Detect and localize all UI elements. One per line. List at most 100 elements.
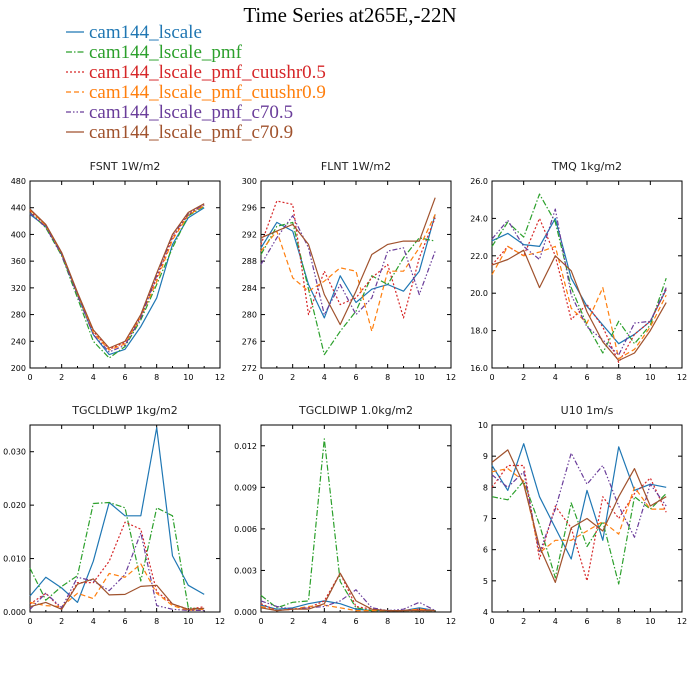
y-tick-label-6-0: 4 xyxy=(483,608,488,617)
series-line-1-1 xyxy=(29,207,205,356)
panel-6: U10 1m/s 0 2 4 6 8 10 12 4 5 6 7 8 9 10 xyxy=(478,404,687,626)
x-tick-label-4-4: 8 xyxy=(154,617,159,626)
plot-frame-5 xyxy=(260,424,452,613)
x-tick-label-5-6: 12 xyxy=(446,617,456,626)
x-tick-label-2-1: 2 xyxy=(290,373,295,382)
series-line-2-5 xyxy=(260,215,436,316)
y-tick-label-5-2: 0.006 xyxy=(234,525,257,534)
y-tick-label-3-5: 26.0 xyxy=(470,177,488,186)
series-line-1-2 xyxy=(29,205,205,359)
plot-frame-1 xyxy=(29,180,221,369)
series-line-5-6 xyxy=(260,572,436,612)
panel-title-1: FSNT 1W/m2 xyxy=(90,160,161,173)
x-tick-label-6-3: 6 xyxy=(584,617,589,626)
legend: cam144_lscalecam144_lscale_pmfcam144_lsc… xyxy=(66,22,326,143)
x-tick-label-6-2: 4 xyxy=(553,617,558,626)
series-line-5-5 xyxy=(260,589,436,612)
x-tick-label-2-0: 0 xyxy=(258,373,263,382)
y-tick-label-1-6: 440 xyxy=(11,204,26,213)
y-tick-label-3-4: 24.0 xyxy=(470,214,488,223)
series-line-5-3 xyxy=(260,572,436,612)
figure-title: Time Series at265E,-22N xyxy=(243,3,456,27)
y-tick-label-2-0: 272 xyxy=(242,364,257,373)
series-line-2-6 xyxy=(260,197,436,326)
y-tick-label-5-4: 0.012 xyxy=(234,442,257,451)
y-tick-label-3-3: 22.0 xyxy=(470,252,488,261)
series-line-4-5 xyxy=(29,532,205,612)
y-tick-label-2-4: 288 xyxy=(242,257,257,266)
plot-frame-3 xyxy=(491,180,683,369)
legend-label-5: cam144_lscale_pmf_c70.5 xyxy=(89,102,293,123)
x-tick-label-5-0: 0 xyxy=(258,617,263,626)
series-line-3-5 xyxy=(491,208,667,356)
series-line-3-3 xyxy=(491,217,667,363)
x-tick-label-3-2: 4 xyxy=(553,373,558,382)
x-tick-label-4-2: 4 xyxy=(91,617,96,626)
legend-label-2: cam144_lscale_pmf xyxy=(89,42,243,63)
y-tick-label-6-2: 6 xyxy=(483,546,488,555)
series-line-1-5 xyxy=(29,203,205,353)
x-tick-label-3-1: 2 xyxy=(521,373,526,382)
x-tick-label-1-0: 0 xyxy=(27,373,32,382)
series-line-4-1 xyxy=(29,427,205,604)
legend-label-6: cam144_lscale_pmf_c70.9 xyxy=(89,122,293,143)
x-tick-label-6-5: 10 xyxy=(645,617,655,626)
panel-4: TGCLDLWP 1kg/m2 0 2 4 6 8 10 12 0.000 0.010 0.020 0… xyxy=(3,404,225,626)
y-tick-label-6-5: 9 xyxy=(483,452,488,461)
y-tick-label-2-2: 280 xyxy=(242,311,257,320)
series-line-4-2 xyxy=(29,501,205,610)
x-tick-label-2-6: 12 xyxy=(446,373,456,382)
x-tick-label-3-5: 10 xyxy=(645,373,655,382)
series-line-1-4 xyxy=(29,205,205,351)
y-tick-label-2-6: 296 xyxy=(242,204,257,213)
y-tick-label-3-2: 20.0 xyxy=(470,289,488,298)
series-line-2-4 xyxy=(260,214,436,332)
y-tick-label-4-3: 0.030 xyxy=(3,448,26,457)
y-tick-label-1-0: 200 xyxy=(11,364,26,373)
x-tick-label-6-6: 12 xyxy=(677,617,687,626)
y-tick-label-4-0: 0.000 xyxy=(3,608,26,617)
panel-title-6: U10 1m/s xyxy=(561,404,614,417)
x-tick-label-1-1: 2 xyxy=(59,373,64,382)
x-tick-label-6-0: 0 xyxy=(489,617,494,626)
y-tick-label-6-6: 10 xyxy=(478,421,488,430)
y-tick-label-2-1: 276 xyxy=(242,337,257,346)
series-line-4-4 xyxy=(29,563,205,612)
panels: FSNT 1W/m20 2 4 6 8 10 12200240280320360400440… xyxy=(3,160,687,626)
series-line-2-1 xyxy=(260,214,436,319)
panel-title-2: FLNT 1W/m2 xyxy=(321,160,391,173)
x-tick-label-1-4: 8 xyxy=(154,373,159,382)
panel-1: FSNT 1W/m2 0 2 4 6 8 10 12 200 240 280 320 360 400 440… xyxy=(11,160,225,382)
y-tick-label-3-0: 16.0 xyxy=(470,364,488,373)
y-tick-label-5-1: 0.003 xyxy=(234,566,257,575)
y-tick-label-6-1: 5 xyxy=(483,577,488,586)
y-tick-label-5-0: 0.000 xyxy=(234,608,257,617)
x-tick-label-1-6: 12 xyxy=(215,373,225,382)
series-line-2-3 xyxy=(260,200,436,319)
y-tick-label-4-2: 0.020 xyxy=(3,501,26,510)
y-tick-label-1-5: 400 xyxy=(11,230,26,239)
x-tick-label-5-4: 8 xyxy=(385,617,390,626)
panel-3: TMQ 1kg/m2 0 2 4 6 8 10 12 16.0 18.0 20.0 22.0 24.0 2… xyxy=(470,160,687,382)
series-line-4-6 xyxy=(29,578,205,610)
x-tick-label-4-6: 12 xyxy=(215,617,225,626)
x-tick-label-5-5: 10 xyxy=(414,617,424,626)
y-tick-label-3-1: 18.0 xyxy=(470,327,488,336)
x-tick-label-4-0: 0 xyxy=(27,617,32,626)
x-tick-label-3-4: 8 xyxy=(616,373,621,382)
series-line-6-1 xyxy=(491,443,667,560)
x-tick-label-1-3: 6 xyxy=(122,373,127,382)
series-line-6-5 xyxy=(491,452,667,554)
series-line-6-6 xyxy=(491,449,667,584)
x-tick-label-3-0: 0 xyxy=(489,373,494,382)
series-line-6-2 xyxy=(491,480,667,585)
series-line-5-2 xyxy=(260,438,436,612)
x-tick-label-4-3: 6 xyxy=(122,617,127,626)
y-tick-label-1-4: 360 xyxy=(11,257,26,266)
x-tick-label-2-5: 10 xyxy=(414,373,424,382)
x-tick-label-3-6: 12 xyxy=(677,373,687,382)
x-tick-label-2-4: 8 xyxy=(385,373,390,382)
x-tick-label-2-2: 4 xyxy=(322,373,327,382)
x-tick-label-2-3: 6 xyxy=(353,373,358,382)
